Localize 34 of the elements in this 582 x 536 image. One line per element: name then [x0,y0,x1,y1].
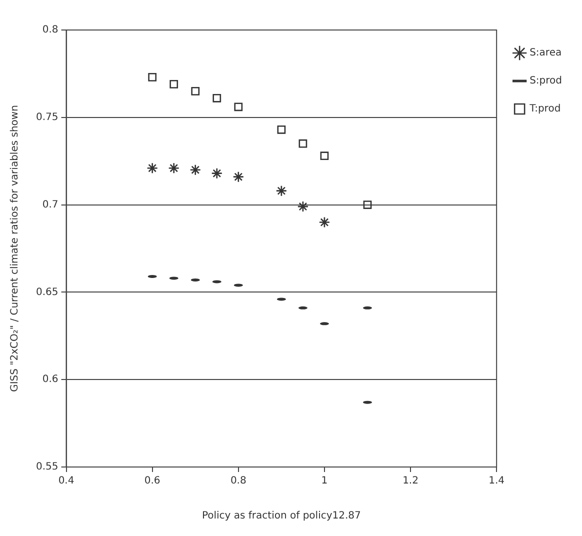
y-tick-label: 0.65 [36,286,58,298]
legend-label: S:area [530,48,562,59]
x-tick-label: 1.4 [488,476,505,487]
x-axis-title: Policy as fraction of policy12.87 [202,510,361,522]
x-tick-label: 0.4 [58,476,74,487]
legend-label: S:prod [530,76,562,87]
y-tick-label: 0.8 [42,24,58,36]
y-tick-label: 0.7 [42,199,58,210]
point [318,216,330,228]
x-tick-label: 0.6 [144,476,160,487]
point [234,102,243,112]
x-tick-label: 0.8 [230,476,246,487]
point [148,73,157,82]
x-tick-label: 1.2 [402,476,418,487]
point [212,94,222,102]
point [168,162,180,174]
x-tick-label: 1 [321,476,328,487]
point [191,86,200,96]
y-tick-label: 0.55 [36,462,58,473]
point [146,162,158,174]
y-tick-label: 0.75 [36,112,58,123]
point [232,171,244,182]
point [297,200,309,212]
point [170,80,178,88]
point [190,164,202,176]
point [363,200,372,209]
legend-label: T:prod [528,104,561,115]
y-tick-label: 0.6 [42,374,58,386]
point [211,168,223,179]
point [276,185,288,196]
point [320,152,329,160]
y-axis-title: GISS "2xCO₂" / Current climate ratios for variables shown [10,105,21,392]
point [298,139,308,148]
point [277,125,286,134]
